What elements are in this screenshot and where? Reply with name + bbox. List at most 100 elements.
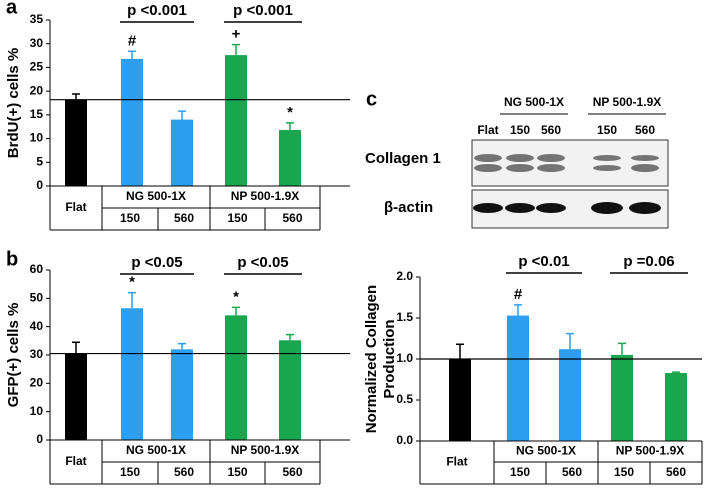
error-bar (514, 304, 522, 316)
bar (225, 315, 247, 440)
x-tick-label: 560 (174, 211, 194, 225)
significance-marker: * (287, 104, 293, 121)
row-label: β-actin (384, 199, 433, 216)
error-bar (72, 341, 80, 354)
bar (665, 372, 687, 441)
y-axis-label: BrdU(+) cells % (5, 48, 22, 158)
x-tick-label: 150 (120, 211, 140, 225)
x-tick-label: 560 (282, 211, 302, 225)
error-bar (128, 291, 136, 309)
x-tick-label: 560 (174, 465, 194, 479)
comparison-label: p <0.01 (518, 253, 569, 270)
error-bar (672, 371, 680, 373)
blot-group: NG 500-1X (504, 95, 564, 109)
x-tick-label: Flat (446, 455, 467, 469)
significance-marker: * (129, 274, 135, 291)
y-tick-label: 0 (36, 432, 43, 446)
y-tick-label: 40 (30, 319, 44, 333)
y-tick-label: 5 (36, 154, 43, 168)
y-tick-label: 0 (36, 178, 43, 192)
error-bar (286, 333, 294, 341)
y-tick-label: 30 (30, 36, 44, 50)
bar (611, 354, 633, 441)
group-label: NG 500-1X (516, 444, 576, 458)
bar (225, 55, 247, 187)
lane-label: 560 (635, 123, 655, 137)
y-axis-label: Normalized Collagen (363, 285, 380, 433)
y-tick-label: 35 (30, 12, 44, 26)
panel-letter: b (6, 248, 18, 270)
y-tick-label: 60 (30, 262, 44, 276)
error-bar (72, 93, 80, 100)
x-tick-label: 560 (666, 465, 686, 479)
bar (279, 340, 301, 440)
y-tick-label: 25 (30, 60, 44, 74)
y-tick-label: 20 (30, 376, 44, 390)
y-tick-label: 10 (30, 131, 44, 145)
x-tick-label: Flat (65, 454, 86, 468)
error-bar (232, 306, 240, 316)
group-label: NG 500-1X (126, 443, 186, 457)
bar (171, 349, 193, 440)
x-tick-label: 560 (282, 465, 302, 479)
group-label: NP 500-1.9X (231, 189, 300, 203)
significance-marker: # (128, 32, 137, 49)
y-axis-label: GFP(+) cells % (5, 303, 22, 408)
comparison-label: p <0.001 (233, 2, 293, 19)
lane-label: 150 (597, 123, 617, 137)
x-tick-label: 150 (510, 465, 530, 479)
bar (507, 315, 529, 441)
y-tick-label: 0.5 (396, 392, 413, 406)
y-tick-label: 1.5 (396, 310, 413, 324)
significance-marker: # (514, 286, 523, 303)
x-tick-label: 150 (227, 211, 247, 225)
blot-image (471, 113, 669, 229)
error-bar (618, 342, 626, 355)
group-label: NP 500-1.9X (231, 443, 300, 457)
x-tick-label: 150 (120, 465, 140, 479)
comparison-label: p <0.001 (127, 2, 187, 19)
bar (65, 99, 87, 186)
lane-label: Flat (477, 123, 498, 137)
x-tick-label: Flat (65, 200, 86, 214)
comparison-label: p <0.05 (237, 254, 288, 271)
error-bar (566, 332, 574, 350)
x-tick-label: 150 (227, 465, 247, 479)
x-tick-label: 150 (614, 465, 634, 479)
y-tick-label: 30 (30, 347, 44, 361)
row-label: Collagen 1 (365, 150, 441, 167)
bar (449, 359, 471, 441)
blot-group: NP 500-1.9X (593, 95, 662, 109)
x-tick-label: 560 (562, 465, 582, 479)
y-axis-label: Production (381, 319, 398, 398)
significance-marker: * (233, 288, 239, 305)
comparison-label: p <0.05 (131, 254, 182, 271)
y-tick-label: 15 (30, 107, 44, 121)
bar (121, 308, 143, 440)
group-label: NP 500-1.9X (616, 444, 685, 458)
y-tick-label: 10 (30, 404, 44, 418)
y-tick-label: 0.0 (396, 433, 413, 447)
panel-letter: c (366, 88, 377, 110)
group-label: NG 500-1X (126, 189, 186, 203)
lane-label: 560 (541, 123, 561, 137)
bar (65, 353, 87, 440)
bar (279, 130, 301, 186)
bar (171, 119, 193, 186)
error-bar (456, 343, 464, 359)
error-bar (286, 122, 294, 131)
y-tick-label: 2.0 (396, 269, 413, 283)
y-tick-label: 50 (30, 291, 44, 305)
comparison-label: p =0.06 (623, 253, 674, 270)
panel-letter: a (6, 0, 18, 18)
bar (559, 349, 581, 441)
error-bar (178, 342, 186, 350)
y-tick-label: 1.0 (396, 351, 413, 365)
error-bar (178, 110, 186, 120)
significance-marker: + (232, 26, 241, 43)
error-bar (232, 43, 240, 56)
lane-label: 150 (510, 123, 530, 137)
bar (121, 58, 143, 186)
error-bar (128, 50, 136, 59)
